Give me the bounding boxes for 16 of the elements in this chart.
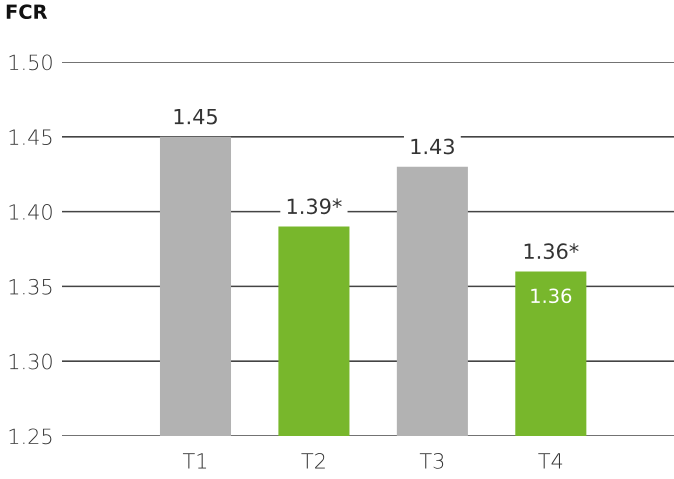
x-tick-label: T3 (420, 453, 444, 469)
chart-title: FCR (6, 4, 48, 20)
y-tick-label: 1.35 (10, 278, 52, 295)
data-label: 1.36* (524, 243, 579, 260)
x-tick-label: T2 (301, 453, 325, 468)
data-label: 1.45 (174, 108, 217, 124)
y-tick-label: 1.40 (10, 204, 52, 220)
x-tick-label: T4 (538, 453, 562, 468)
data-label: 1.43 (411, 138, 454, 154)
x-tick-label: T1 (182, 453, 206, 468)
y-tick-label: 1.50 (10, 54, 52, 70)
y-tick-label: 1.45 (10, 130, 52, 146)
y-tick-label: 1.25 (10, 428, 52, 444)
data-label: 1.39* (288, 198, 342, 214)
y-tick-label: 1.30 (10, 354, 52, 370)
annotation: 1.36 (531, 288, 572, 304)
